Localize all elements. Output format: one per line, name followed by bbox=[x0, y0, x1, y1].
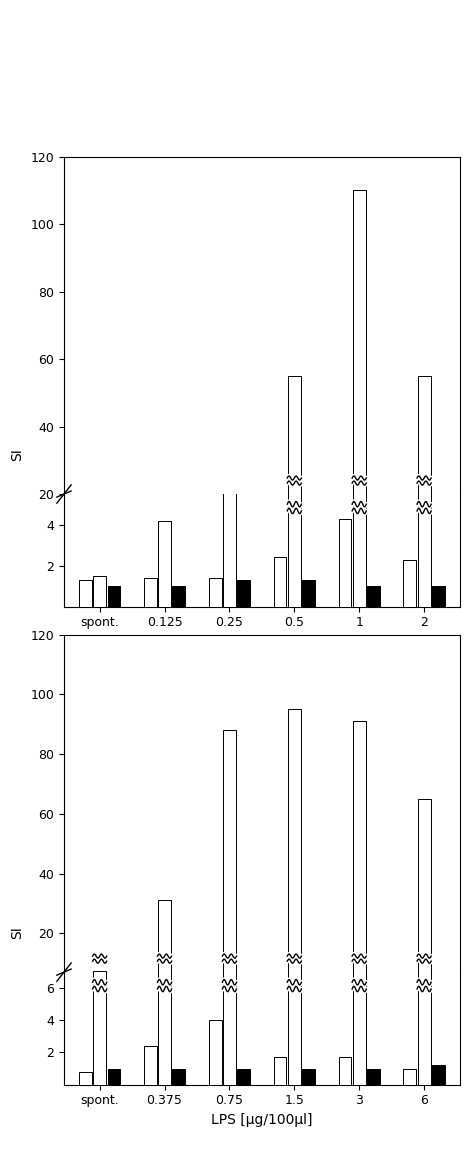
Bar bbox=[353, 722, 365, 993]
Bar bbox=[79, 557, 92, 561]
Bar bbox=[432, 558, 445, 561]
Bar bbox=[209, 578, 221, 607]
Bar bbox=[288, 0, 301, 1085]
Bar bbox=[418, 376, 430, 561]
Bar bbox=[432, 989, 445, 993]
Bar bbox=[273, 988, 286, 993]
Bar bbox=[158, 521, 171, 607]
Bar bbox=[173, 586, 185, 607]
Bar bbox=[108, 1068, 120, 1085]
Bar bbox=[209, 981, 221, 993]
X-axis label: PHA [μg/100μl]: PHA [μg/100μl] bbox=[210, 635, 314, 648]
Bar bbox=[79, 1072, 92, 1085]
Bar bbox=[353, 0, 365, 607]
Bar bbox=[367, 558, 380, 561]
Bar bbox=[144, 1046, 157, 1085]
Bar bbox=[338, 548, 351, 561]
Bar bbox=[273, 1057, 286, 1085]
Bar bbox=[418, 41, 430, 1085]
Bar bbox=[223, 508, 236, 561]
Bar bbox=[237, 557, 250, 561]
Bar bbox=[432, 586, 445, 607]
Bar bbox=[302, 1068, 315, 1085]
Bar bbox=[79, 580, 92, 607]
Bar bbox=[209, 557, 221, 561]
Bar bbox=[79, 991, 92, 993]
Bar bbox=[93, 964, 106, 1085]
Bar bbox=[158, 900, 171, 993]
Bar bbox=[144, 986, 157, 993]
Bar bbox=[223, 731, 236, 993]
Bar bbox=[209, 1021, 221, 1085]
Bar bbox=[418, 0, 430, 607]
Bar bbox=[108, 989, 120, 993]
Bar bbox=[288, 376, 301, 561]
Bar bbox=[338, 1057, 351, 1085]
Bar bbox=[273, 558, 286, 607]
Bar bbox=[403, 559, 416, 607]
Bar bbox=[173, 1068, 185, 1085]
Bar bbox=[108, 586, 120, 607]
Bar bbox=[237, 1068, 250, 1085]
Bar bbox=[93, 557, 106, 561]
Bar bbox=[403, 553, 416, 561]
Bar bbox=[223, 280, 236, 607]
X-axis label: LPS [μg/100μl]: LPS [μg/100μl] bbox=[211, 1112, 313, 1126]
Bar bbox=[173, 558, 185, 561]
Bar bbox=[367, 586, 380, 607]
Bar bbox=[418, 799, 430, 993]
Bar bbox=[353, 0, 365, 1085]
Y-axis label: SI: SI bbox=[10, 448, 25, 461]
Bar bbox=[93, 575, 106, 607]
Bar bbox=[403, 1068, 416, 1085]
Bar bbox=[302, 557, 315, 561]
Bar bbox=[302, 580, 315, 607]
Bar bbox=[273, 553, 286, 561]
Bar bbox=[288, 709, 301, 993]
Bar bbox=[367, 989, 380, 993]
Bar bbox=[223, 0, 236, 1085]
Bar bbox=[353, 190, 365, 561]
Bar bbox=[403, 989, 416, 993]
Bar bbox=[302, 989, 315, 993]
Bar bbox=[367, 1068, 380, 1085]
Bar bbox=[237, 580, 250, 607]
Bar bbox=[158, 548, 171, 561]
Bar bbox=[338, 988, 351, 993]
Bar bbox=[338, 519, 351, 607]
Bar bbox=[144, 578, 157, 607]
Bar bbox=[144, 557, 157, 561]
Bar bbox=[432, 1065, 445, 1085]
Bar bbox=[108, 558, 120, 561]
Bar bbox=[237, 989, 250, 993]
Bar bbox=[93, 971, 106, 993]
Y-axis label: SI: SI bbox=[10, 927, 25, 940]
Bar bbox=[173, 989, 185, 993]
Bar bbox=[288, 0, 301, 607]
Bar bbox=[158, 587, 171, 1085]
